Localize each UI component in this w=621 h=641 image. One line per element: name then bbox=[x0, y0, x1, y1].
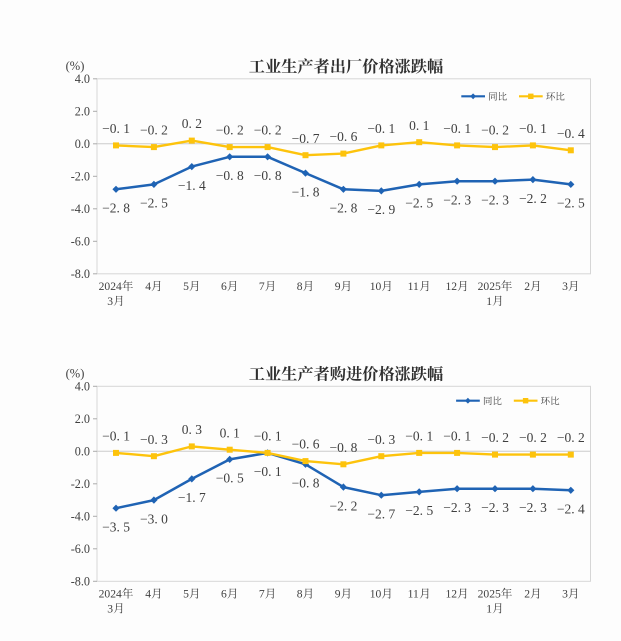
svg-text:11: 11 bbox=[408, 280, 419, 293]
svg-text:−0.8: −0. 8 bbox=[254, 168, 282, 183]
svg-text:(%): (%) bbox=[66, 59, 85, 73]
svg-text:-6.0: -6.0 bbox=[71, 542, 90, 556]
svg-text:−2.3: −2. 3 bbox=[519, 500, 547, 515]
svg-text:-4.0: -4.0 bbox=[71, 510, 90, 524]
svg-text:−0.1: −0. 1 bbox=[254, 429, 282, 444]
svg-text:2: 2 bbox=[524, 280, 530, 293]
svg-text:12: 12 bbox=[446, 588, 458, 601]
svg-text:2025: 2025 bbox=[478, 588, 501, 601]
svg-text:0.0: 0.0 bbox=[75, 445, 90, 459]
svg-text:−3.0: −3. 0 bbox=[140, 511, 168, 526]
svg-text:9: 9 bbox=[335, 588, 341, 601]
svg-text:-2.0: -2.0 bbox=[71, 170, 90, 184]
svg-text:−0.3: −0. 3 bbox=[367, 432, 395, 447]
svg-text:−2.5: −2. 5 bbox=[405, 196, 433, 211]
svg-text:−1.7: −1. 7 bbox=[178, 490, 206, 505]
svg-text:9: 9 bbox=[335, 280, 341, 293]
svg-text:−0.8: −0. 8 bbox=[292, 476, 320, 491]
svg-text:−2.7: −2. 7 bbox=[367, 506, 395, 521]
svg-text:2: 2 bbox=[524, 588, 530, 601]
svg-text:−0.1: −0. 1 bbox=[102, 429, 130, 444]
svg-text:−2.2: −2. 2 bbox=[330, 498, 358, 513]
svg-text:−3.5: −3. 5 bbox=[102, 519, 130, 534]
svg-text:−0.7: −0. 7 bbox=[292, 131, 320, 146]
svg-text:−2.3: −2. 3 bbox=[443, 500, 471, 515]
svg-text:10: 10 bbox=[370, 588, 382, 601]
svg-text:7: 7 bbox=[259, 588, 265, 601]
svg-text:−2.8: −2. 8 bbox=[102, 201, 130, 216]
svg-text:5: 5 bbox=[183, 588, 189, 601]
svg-text:8: 8 bbox=[297, 588, 303, 601]
svg-text:−0.1: −0. 1 bbox=[443, 121, 471, 136]
svg-text:−2.3: −2. 3 bbox=[481, 500, 509, 515]
svg-text:2.0: 2.0 bbox=[75, 412, 90, 426]
svg-text:6: 6 bbox=[221, 280, 227, 293]
svg-text:(%): (%) bbox=[66, 367, 85, 381]
svg-text:−2.8: −2. 8 bbox=[330, 201, 358, 216]
svg-text:−0.2: −0. 2 bbox=[140, 123, 168, 138]
svg-text:3: 3 bbox=[562, 280, 568, 293]
svg-text:−2.9: −2. 9 bbox=[367, 202, 395, 217]
svg-text:4: 4 bbox=[145, 280, 151, 293]
svg-text:3: 3 bbox=[562, 588, 568, 601]
svg-text:4.0: 4.0 bbox=[75, 380, 90, 394]
svg-text:−0.6: −0. 6 bbox=[292, 437, 320, 452]
svg-text:7: 7 bbox=[259, 280, 265, 293]
svg-text:−2.5: −2. 5 bbox=[557, 196, 585, 211]
svg-text:6: 6 bbox=[221, 588, 227, 601]
svg-text:−0.5: −0. 5 bbox=[216, 471, 244, 486]
svg-text:0.0: 0.0 bbox=[75, 137, 90, 151]
svg-text:−0.1: −0. 1 bbox=[405, 429, 433, 444]
svg-text:−0.8: −0. 8 bbox=[330, 440, 358, 455]
svg-text:3: 3 bbox=[107, 295, 113, 308]
svg-text:2.0: 2.0 bbox=[75, 105, 90, 119]
svg-text:−2.5: −2. 5 bbox=[140, 196, 168, 211]
svg-text:-2.0: -2.0 bbox=[71, 477, 90, 491]
svg-text:−2.2: −2. 2 bbox=[519, 191, 547, 206]
svg-text:−0.8: −0. 8 bbox=[216, 168, 244, 183]
svg-text:−0.1: −0. 1 bbox=[254, 464, 282, 479]
svg-text:−1.8: −1. 8 bbox=[292, 184, 320, 199]
svg-text:-4.0: -4.0 bbox=[71, 202, 90, 216]
svg-text:2025: 2025 bbox=[478, 280, 501, 293]
svg-text:2024: 2024 bbox=[99, 588, 122, 601]
svg-text:−0.6: −0. 6 bbox=[330, 129, 358, 144]
svg-text:11: 11 bbox=[408, 588, 419, 601]
svg-text:8: 8 bbox=[297, 280, 303, 293]
svg-text:4.0: 4.0 bbox=[75, 72, 90, 86]
svg-text:−0.2: −0. 2 bbox=[519, 430, 547, 445]
svg-text:−0.1: −0. 1 bbox=[367, 121, 395, 136]
svg-text:−0.4: −0. 4 bbox=[557, 126, 585, 141]
svg-text:−0.1: −0. 1 bbox=[102, 121, 130, 136]
svg-text:−0.2: −0. 2 bbox=[481, 123, 509, 138]
svg-text:−2.3: −2. 3 bbox=[481, 192, 509, 207]
svg-text:−2.3: −2. 3 bbox=[443, 192, 471, 207]
svg-text:12: 12 bbox=[446, 280, 458, 293]
svg-text:1: 1 bbox=[486, 295, 492, 308]
svg-text:2024: 2024 bbox=[99, 280, 122, 293]
svg-text:−0.1: −0. 1 bbox=[443, 429, 471, 444]
svg-text:−0.3: −0. 3 bbox=[140, 432, 168, 447]
svg-text:4: 4 bbox=[145, 588, 151, 601]
svg-text:−2.4: −2. 4 bbox=[557, 502, 585, 517]
svg-text:−0.2: −0. 2 bbox=[557, 430, 585, 445]
svg-text:10: 10 bbox=[370, 280, 382, 293]
svg-text:-6.0: -6.0 bbox=[71, 235, 90, 249]
svg-text:3: 3 bbox=[107, 603, 113, 616]
svg-text:−1.4: −1. 4 bbox=[178, 178, 206, 193]
svg-text:1: 1 bbox=[486, 603, 492, 616]
svg-text:−0.2: −0. 2 bbox=[254, 123, 282, 138]
svg-text:−0.2: −0. 2 bbox=[481, 430, 509, 445]
svg-text:−0.2: −0. 2 bbox=[216, 123, 244, 138]
svg-text:-8.0: -8.0 bbox=[71, 575, 90, 589]
svg-text:-8.0: -8.0 bbox=[71, 267, 90, 281]
svg-text:5: 5 bbox=[183, 280, 189, 293]
svg-text:−0.1: −0. 1 bbox=[519, 121, 547, 136]
svg-text:−2.5: −2. 5 bbox=[405, 503, 433, 518]
